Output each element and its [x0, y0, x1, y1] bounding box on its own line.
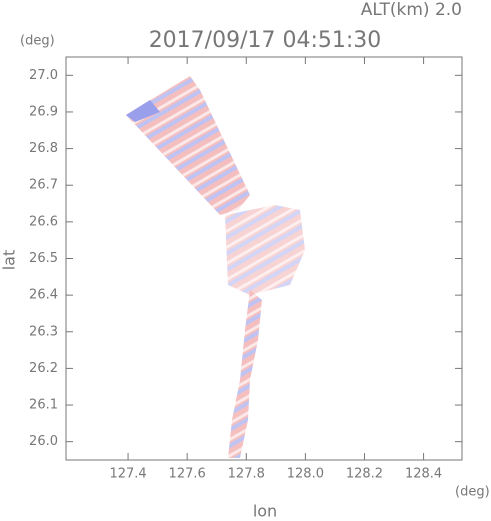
x-tick-label: 127.4 [109, 467, 146, 482]
chart-title: 2017/09/17 04:51:30 [149, 28, 382, 53]
y-tick-label: 26.7 [29, 178, 58, 193]
y-tick-label: 26.0 [29, 434, 58, 449]
x-tick-label: 128.4 [405, 467, 442, 482]
y-tick-label: 26.8 [29, 141, 58, 156]
y-axis-label: lat [0, 250, 19, 271]
x-unit: (deg) [455, 485, 490, 500]
field-cluster [225, 205, 305, 295]
y-tick-label: 26.5 [29, 251, 58, 266]
altitude-label: ALT(km) 2.0 [361, 0, 462, 20]
y-tick-label: 26.2 [29, 361, 58, 376]
y-tick-label: 27.0 [29, 68, 58, 83]
x-tick-label: 127.8 [228, 467, 265, 482]
x-tick-label: 128.2 [346, 467, 383, 482]
field-sector [126, 76, 250, 215]
field-strip [228, 290, 262, 458]
x-axis-label: lon [253, 502, 277, 521]
y-unit: (deg) [20, 34, 55, 49]
x-tick-label: 128.0 [287, 467, 324, 482]
radar-field [126, 76, 305, 458]
y-tick-label: 26.1 [29, 398, 58, 413]
y-tick-label: 26.6 [29, 214, 58, 229]
y-tick-label: 26.3 [29, 324, 58, 339]
field-patch [126, 100, 160, 122]
x-tick-label: 127.6 [169, 467, 206, 482]
y-tick-label: 26.4 [29, 288, 58, 303]
y-tick-label: 26.9 [29, 104, 58, 119]
